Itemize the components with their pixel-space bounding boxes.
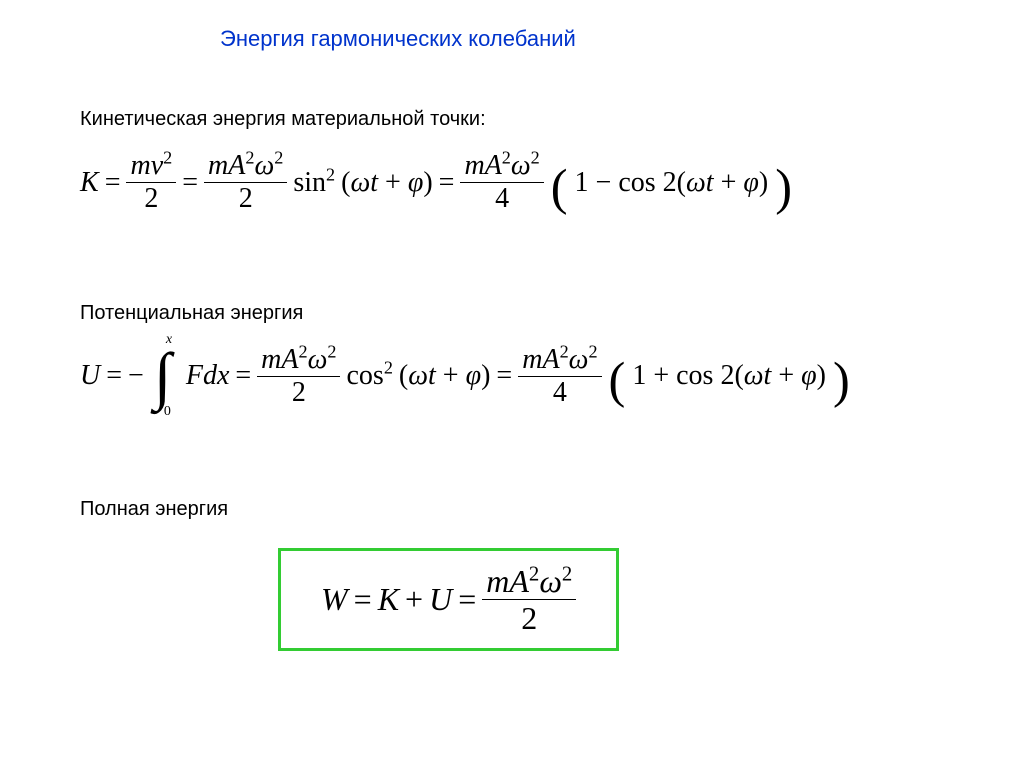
sym-U: U xyxy=(429,581,452,618)
total-energy-formula: W = K + U = mA2ω2 2 xyxy=(321,565,576,634)
kinetic-energy-label: Кинетическая энергия материальной точки: xyxy=(80,108,486,131)
sym-eq: = xyxy=(458,581,476,618)
sin2-term: sin2 xyxy=(293,167,335,199)
sym-plus: + xyxy=(405,581,423,618)
frac-mA2w2-2c: mA2ω2 2 xyxy=(482,565,576,634)
integral-icon: x ∫ 0 xyxy=(150,340,178,412)
arg-wt-phi: (ωt + φ) xyxy=(341,167,433,199)
sym-U: U xyxy=(80,360,100,392)
sym-K: K xyxy=(378,581,399,618)
potential-energy-label: Потенциальная энергия xyxy=(80,302,303,325)
sym-eq: = xyxy=(106,360,122,392)
sym-minus: − xyxy=(128,360,144,392)
sym-W: W xyxy=(321,581,348,618)
frac-mv2-2: mv2 2 xyxy=(126,152,176,213)
sym-eq: = xyxy=(354,581,372,618)
kinetic-energy-formula: K = mv2 2 = mA2ω2 2 sin2 (ωt + φ) = mA2ω… xyxy=(80,152,793,213)
integrand: Fdx xyxy=(186,360,230,392)
frac-mA2w2-2b: mA2ω2 2 xyxy=(257,346,340,407)
sym-eq: = xyxy=(235,360,251,392)
sym-eq: = xyxy=(439,167,455,199)
frac-mA2w2-4: mA2ω2 4 xyxy=(460,152,543,213)
frac-mA2w2-4b: mA2ω2 4 xyxy=(518,346,601,407)
one-minus-cos2: 1 − cos 2(ωt + φ) xyxy=(575,167,769,199)
total-energy-box: W = K + U = mA2ω2 2 xyxy=(278,548,619,651)
one-plus-cos2: 1 + cos 2(ωt + φ) xyxy=(632,360,826,392)
frac-mA2w2-2: mA2ω2 2 xyxy=(204,152,287,213)
sym-eq: = xyxy=(105,167,121,199)
sym-K: K xyxy=(80,167,99,199)
sym-eq: = xyxy=(496,360,512,392)
cos2-term: cos2 xyxy=(346,360,392,392)
total-energy-label: Полная энергия xyxy=(80,498,228,521)
potential-energy-formula: U = − x ∫ 0 Fdx = mA2ω2 2 cos2 (ωt + φ) … xyxy=(80,340,851,412)
arg-wt-phi: (ωt + φ) xyxy=(399,360,491,392)
slide-title: Энергия гармонических колебаний xyxy=(220,26,576,52)
slide: Энергия гармонических колебаний Кинетиче… xyxy=(0,0,1024,768)
sym-eq: = xyxy=(182,167,198,199)
